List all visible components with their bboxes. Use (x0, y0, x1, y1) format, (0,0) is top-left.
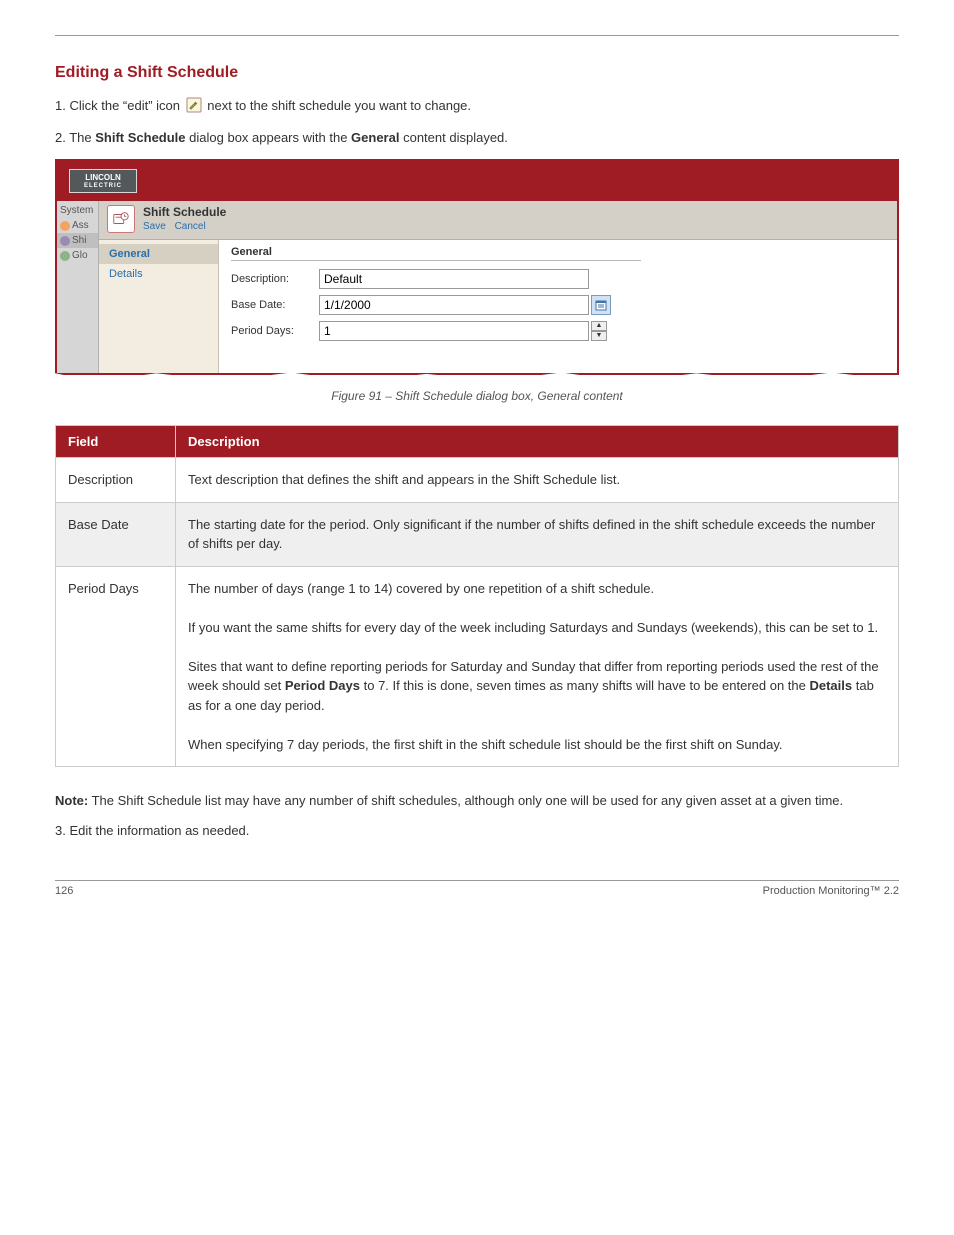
sidebar-item-shi[interactable]: Shi (57, 233, 98, 248)
period-days-label: Period Days: (231, 325, 319, 337)
pd-p3b: to 7. If this is done, seven times as ma… (364, 678, 810, 693)
step2-suffix: content displayed. (403, 130, 508, 145)
spin-down-icon[interactable]: ▼ (591, 331, 607, 341)
dialog-form: General Description: Base Date: (219, 240, 897, 373)
figure-caption: Figure 91 – Shift Schedule dialog box, G… (55, 389, 899, 403)
note: Note: The Shift Schedule list may have a… (55, 791, 899, 811)
cell-field: Description (56, 458, 176, 503)
section-title: Editing a Shift Schedule (55, 64, 899, 82)
dialog-header: Shift Schedule Save Cancel (99, 201, 897, 240)
nav-details[interactable]: Details (99, 264, 218, 284)
pd-p1: The number of days (range 1 to 14) cover… (188, 581, 654, 596)
pd-bold1: Period Days (285, 678, 360, 693)
footer: 126 Production Monitoring™ 2.2 (55, 881, 899, 897)
calendar-button[interactable] (591, 295, 611, 315)
sidebar-item-glo[interactable]: Glo (57, 248, 98, 263)
pd-p2: If you want the same shifts for every da… (188, 620, 878, 635)
product-name: Production Monitoring™ 2.2 (763, 885, 899, 897)
dot-icon (60, 251, 70, 261)
form-section-title: General (231, 246, 641, 261)
save-link[interactable]: Save (143, 221, 166, 232)
step1-prefix: 1. Click the “edit” icon (55, 98, 184, 113)
sidebar: System Ass Shi Glo (57, 201, 99, 373)
period-days-spinner[interactable]: ▲ ▼ (591, 321, 607, 341)
dialog-nav: General Details (99, 240, 219, 373)
logo-sub: ELECTRIC (84, 183, 122, 189)
description-label: Description: (231, 273, 319, 285)
cell-description: The number of days (range 1 to 14) cover… (176, 566, 899, 767)
pd-p4: When specifying 7 day periods, the first… (188, 737, 782, 752)
note-text: The Shift Schedule list may have any num… (88, 793, 843, 808)
sidebar-item-system[interactable]: System (57, 203, 98, 218)
cell-description: The starting date for the period. Only s… (176, 502, 899, 566)
dot-icon (60, 236, 70, 246)
sidebar-label: System (60, 205, 93, 216)
screenshot-figure: LINCOLN ELECTRIC System Ass Shi Glo (55, 159, 899, 383)
table-row: Base Date The starting date for the peri… (56, 502, 899, 566)
step2-bold2: General (351, 130, 399, 145)
step3: 3. Edit the information as needed. (55, 821, 899, 841)
sidebar-label: Ass (72, 220, 89, 231)
dialog-title: Shift Schedule (143, 205, 226, 219)
step2: 2. The Shift Schedule dialog box appears… (55, 128, 899, 148)
logo: LINCOLN ELECTRIC (69, 169, 137, 193)
calendar-icon (595, 299, 607, 311)
base-date-label: Base Date: (231, 299, 319, 311)
step1: 1. Click the “edit” icon next to the shi… (55, 96, 899, 116)
header-rule (55, 35, 899, 36)
clock-schedule-icon (107, 205, 135, 233)
field-description-table: Field Description Description Text descr… (55, 425, 899, 767)
edit-icon (186, 97, 202, 113)
table-row: Period Days The number of days (range 1 … (56, 566, 899, 767)
cell-description: Text description that defines the shift … (176, 458, 899, 503)
step2-prefix: 2. The (55, 130, 95, 145)
th-field: Field (56, 426, 176, 458)
cell-field: Period Days (56, 566, 176, 767)
base-date-input[interactable] (319, 295, 589, 315)
sidebar-item-ass[interactable]: Ass (57, 218, 98, 233)
logo-top: LINCOLN (85, 174, 121, 182)
cancel-link[interactable]: Cancel (175, 221, 206, 232)
step2-bold: Shift Schedule (95, 130, 185, 145)
description-input[interactable] (319, 269, 589, 289)
page-number: 126 (55, 885, 73, 897)
sidebar-label: Glo (72, 250, 88, 261)
dot-icon (60, 221, 70, 231)
step1-suffix: next to the shift schedule you want to c… (207, 98, 471, 113)
period-days-input[interactable] (319, 321, 589, 341)
nav-general[interactable]: General (99, 244, 218, 264)
cell-field: Base Date (56, 502, 176, 566)
spin-up-icon[interactable]: ▲ (591, 321, 607, 331)
th-description: Description (176, 426, 899, 458)
sidebar-label: Shi (72, 235, 86, 246)
table-row: Description Text description that define… (56, 458, 899, 503)
app-banner: LINCOLN ELECTRIC (57, 161, 897, 201)
note-label: Note: (55, 793, 88, 808)
step2-mid: dialog box appears with the (189, 130, 351, 145)
pd-bold2: Details (809, 678, 852, 693)
